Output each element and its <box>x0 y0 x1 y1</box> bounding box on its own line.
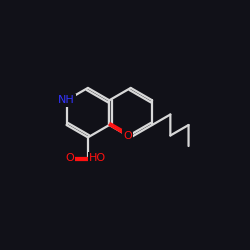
Text: O: O <box>123 130 132 140</box>
Text: O: O <box>65 153 74 164</box>
Text: HO: HO <box>89 153 106 164</box>
Text: NH: NH <box>58 95 75 105</box>
